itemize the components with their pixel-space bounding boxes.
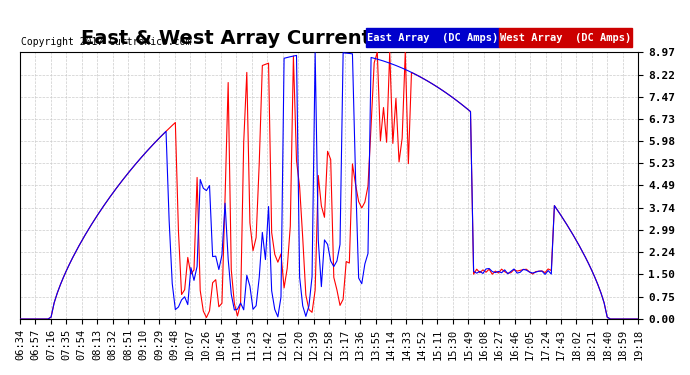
- Bar: [499, 28, 632, 47]
- Title: East & West Array Current Mon Aug 28 19:28: East & West Array Current Mon Aug 28 19:…: [81, 29, 577, 48]
- Text: West Array  (DC Amps): West Array (DC Amps): [500, 33, 631, 43]
- Bar: [366, 28, 499, 47]
- Text: East Array  (DC Amps): East Array (DC Amps): [367, 33, 498, 43]
- Text: Copyright 2017 Curtronics.com: Copyright 2017 Curtronics.com: [21, 37, 192, 47]
